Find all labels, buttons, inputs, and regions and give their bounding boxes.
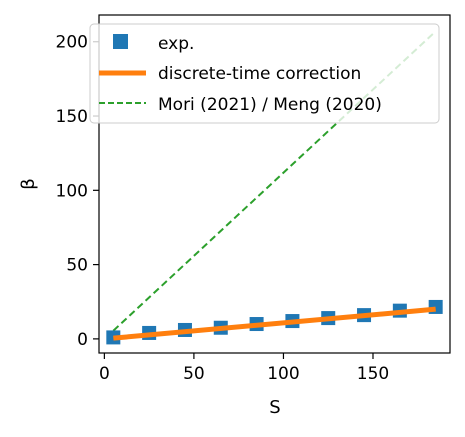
- legend: exp. discrete-time correction Mori (2021…: [89, 23, 440, 124]
- x-axis-label: S: [269, 397, 280, 418]
- legend-label-exp: exp.: [158, 34, 194, 54]
- plot-frame: [98, 14, 451, 354]
- legend-marker-exp: [113, 34, 128, 49]
- x-tick-label: 100: [267, 364, 299, 384]
- x-tick-label: 150: [357, 364, 389, 384]
- y-tick-label: 50: [66, 256, 88, 276]
- x-tick-label: 50: [183, 364, 205, 384]
- y-tick-label: 150: [56, 107, 88, 127]
- legend-box: [89, 23, 440, 124]
- x-tick-label: 0: [99, 364, 110, 384]
- x-axis-ticks: 0 50 100 150: [99, 353, 389, 384]
- y-tick-label: 0: [77, 330, 88, 350]
- legend-label-discrete-time: discrete-time correction: [158, 64, 361, 84]
- y-axis-ticks: 0 50 100 150 200: [56, 33, 99, 350]
- y-tick-label: 100: [56, 181, 88, 201]
- series-layer: [106, 30, 443, 345]
- y-tick-label: 200: [56, 33, 88, 53]
- series-line-discrete-time: [113, 306, 436, 341]
- y-axis-label: β: [18, 178, 39, 190]
- legend-label-mori-meng: Mori (2021) / Meng (2020): [158, 95, 382, 115]
